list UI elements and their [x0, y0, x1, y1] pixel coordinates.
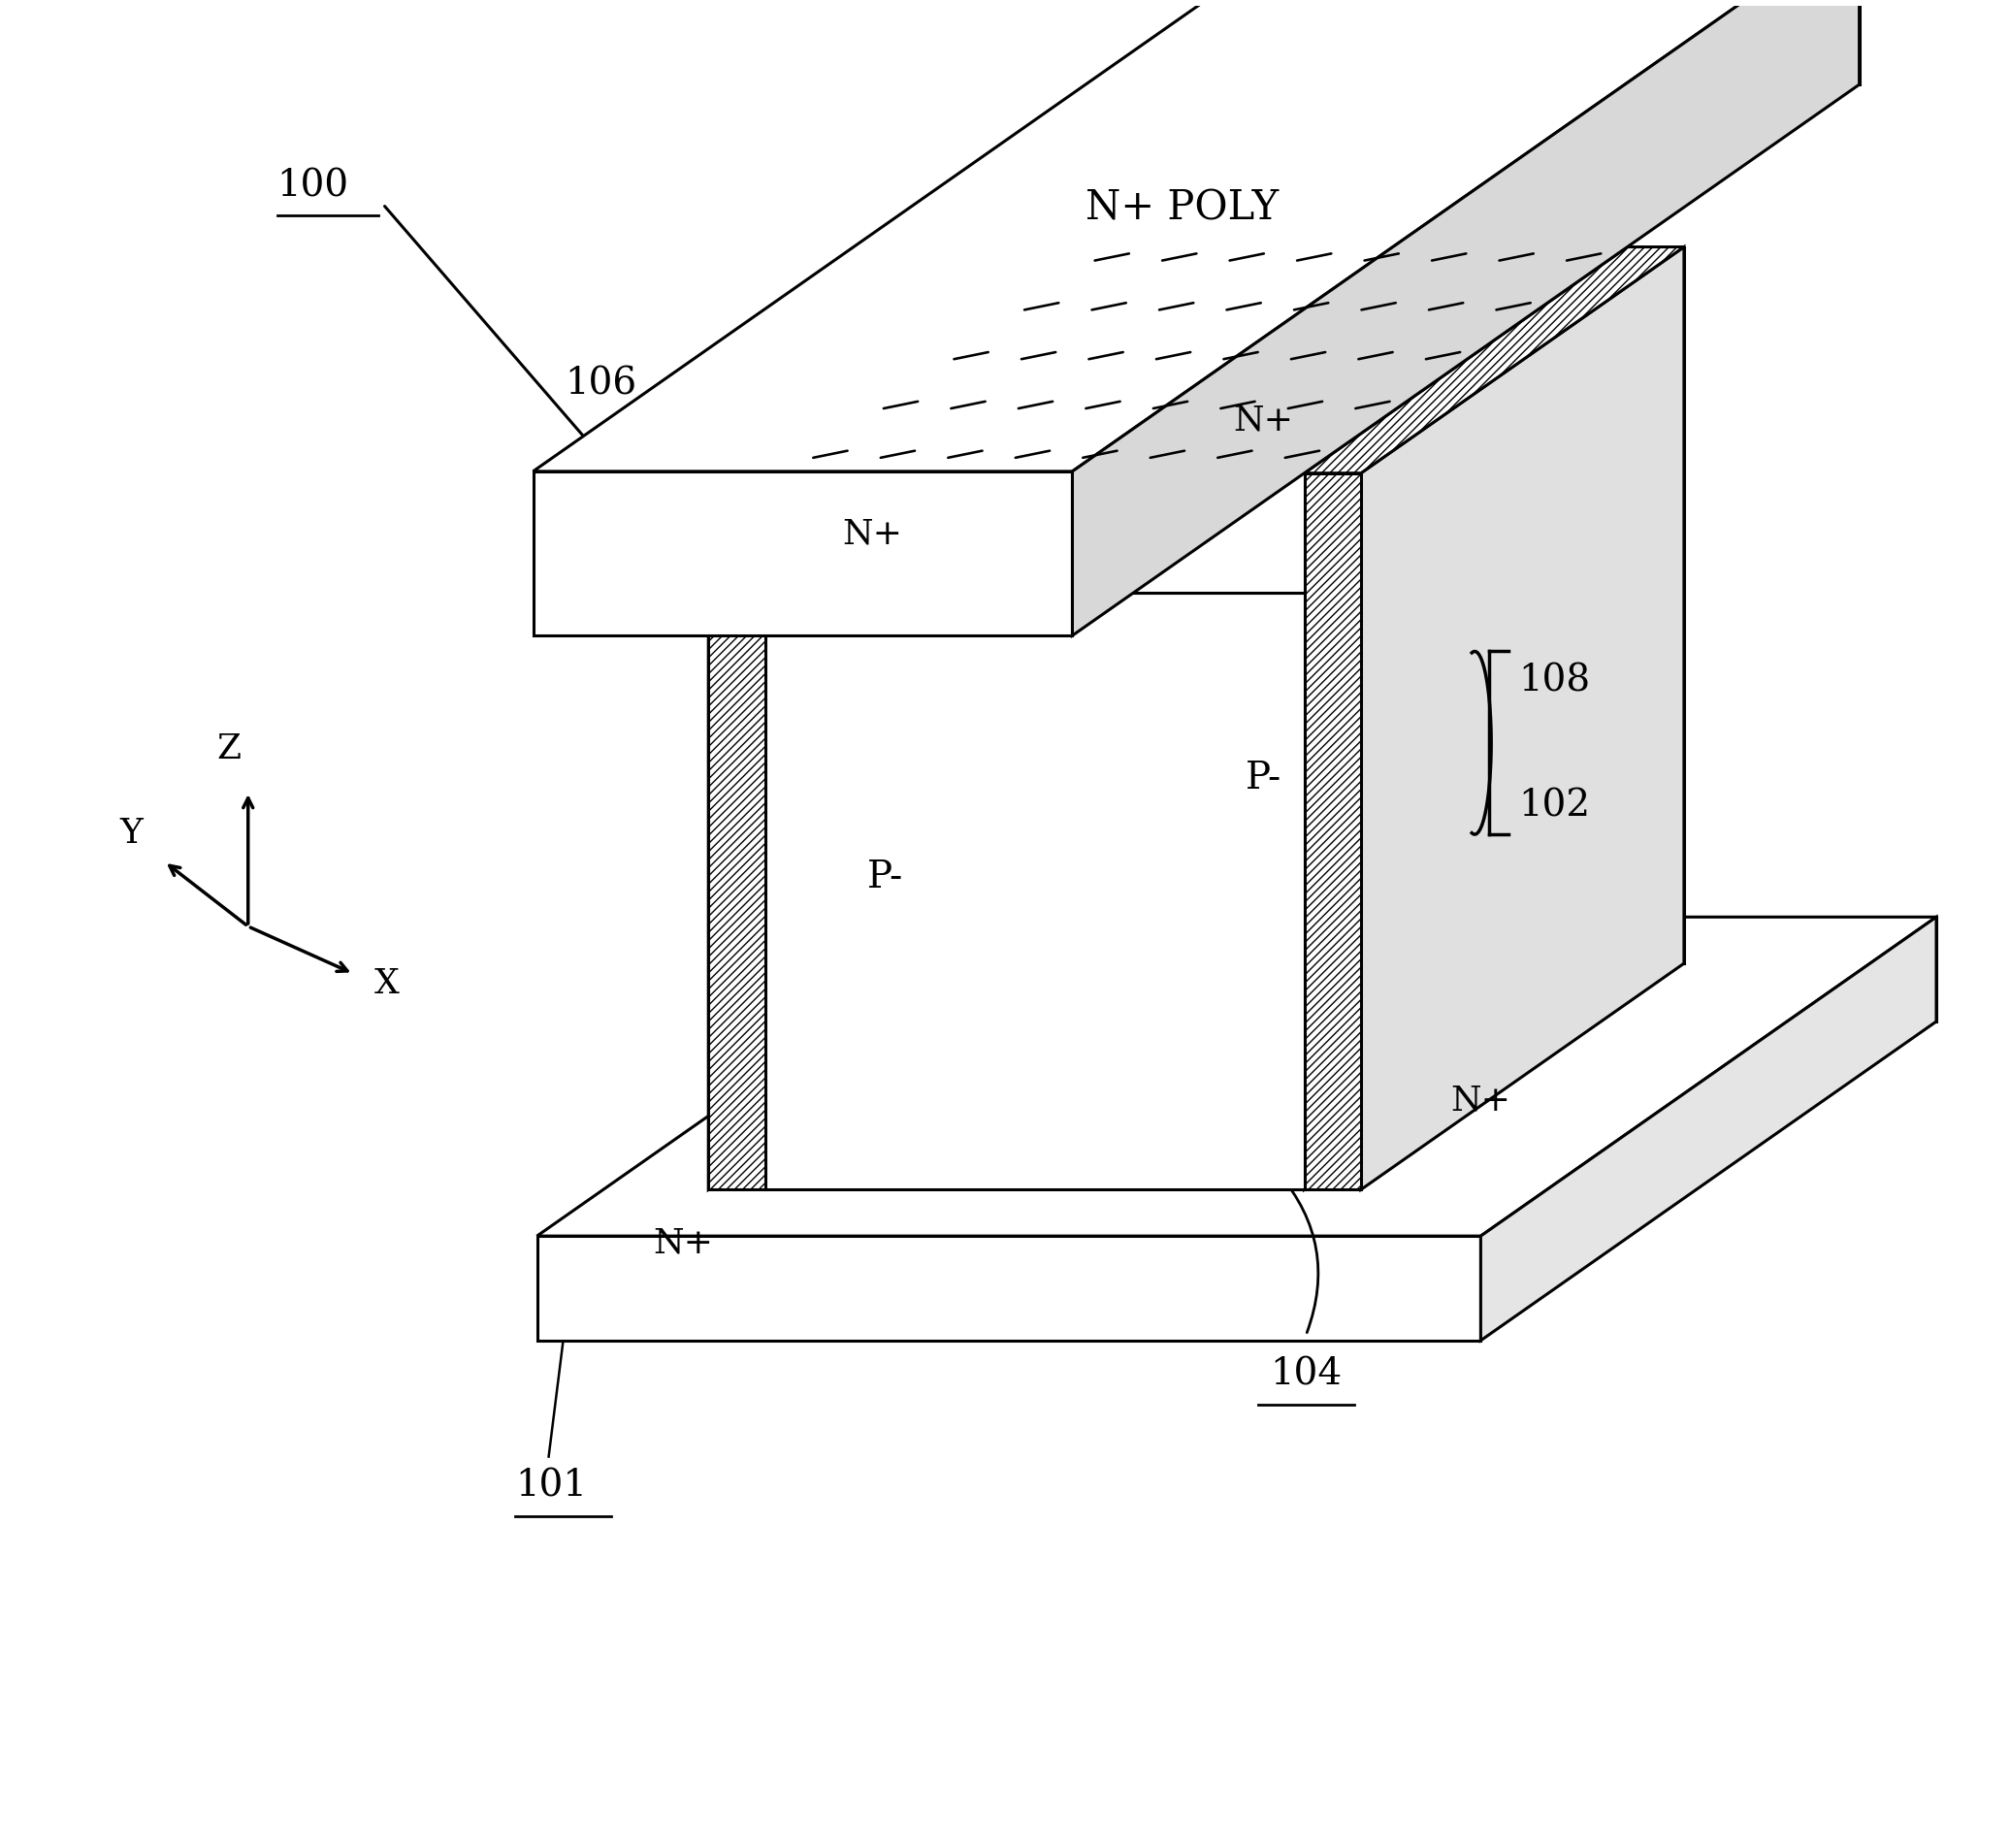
Polygon shape — [1321, 0, 1859, 85]
Text: N+: N+ — [1234, 405, 1294, 436]
Text: 100: 100 — [277, 168, 350, 203]
Text: P-: P- — [1246, 761, 1282, 796]
Text: N+: N+ — [842, 517, 902, 551]
Polygon shape — [1481, 917, 1936, 1342]
Polygon shape — [993, 917, 1936, 1022]
Polygon shape — [533, 471, 1073, 636]
Polygon shape — [1304, 248, 1684, 473]
Polygon shape — [537, 1236, 1481, 1342]
Text: N+ POLY: N+ POLY — [1085, 188, 1278, 229]
Text: 106: 106 — [565, 366, 637, 401]
Polygon shape — [766, 593, 1304, 1190]
Text: X: X — [374, 967, 400, 1000]
Polygon shape — [708, 473, 766, 1190]
Polygon shape — [1087, 248, 1628, 368]
Polygon shape — [533, 0, 1859, 471]
Polygon shape — [708, 248, 1031, 1190]
Text: N+: N+ — [653, 1227, 714, 1258]
Polygon shape — [708, 248, 1087, 473]
Text: P-: P- — [868, 859, 905, 894]
Polygon shape — [537, 917, 1936, 1236]
Polygon shape — [1304, 473, 1361, 1190]
Polygon shape — [1304, 248, 1628, 593]
Text: N+: N+ — [1449, 1083, 1510, 1116]
Polygon shape — [1087, 368, 1628, 965]
Text: Z: Z — [217, 732, 241, 765]
Text: Y: Y — [119, 817, 143, 850]
Text: 108: 108 — [1518, 663, 1590, 699]
Text: 102: 102 — [1518, 787, 1590, 824]
Text: 104: 104 — [1270, 1356, 1343, 1392]
Polygon shape — [1361, 248, 1684, 1190]
Polygon shape — [1628, 248, 1684, 965]
Polygon shape — [766, 473, 1304, 593]
Polygon shape — [1073, 0, 1859, 636]
Polygon shape — [1304, 368, 1628, 1190]
Text: 101: 101 — [515, 1467, 587, 1504]
Polygon shape — [766, 248, 1628, 473]
